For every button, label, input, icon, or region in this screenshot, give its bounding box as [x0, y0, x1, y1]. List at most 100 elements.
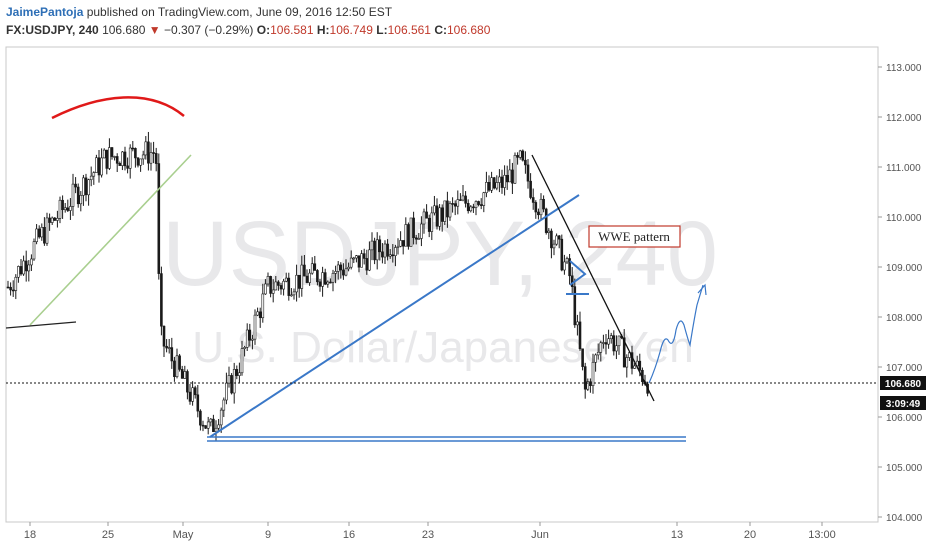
candle: [451, 197, 454, 213]
candle: [399, 231, 402, 248]
candle: [167, 338, 171, 354]
price-axis[interactable]: 113.000 112.000 111.000 110.000 109.000 108.0…: [878, 63, 923, 524]
candle: [599, 340, 603, 362]
candle: [157, 153, 161, 280]
candle: [108, 138, 111, 171]
candle: [76, 183, 80, 208]
candle: [560, 234, 564, 272]
candle: [570, 267, 574, 295]
candle: [152, 141, 155, 164]
candle: [430, 206, 434, 241]
candle: [61, 195, 64, 219]
change-value: −0.307 (−0.29%): [164, 23, 254, 37]
candle: [479, 198, 483, 210]
candle: [19, 259, 23, 276]
candle: [269, 275, 272, 298]
candle: [97, 149, 101, 183]
ticker-line: FX:USDJPY, 240 106.680 ▼ −0.307 (−0.29%)…: [6, 21, 490, 39]
time-tick-label: 23: [422, 529, 434, 541]
close-value: 106.680: [447, 23, 491, 37]
candle: [622, 329, 626, 368]
candle: [209, 417, 213, 427]
candle: [500, 169, 504, 194]
candle: [128, 144, 132, 179]
candle: [336, 261, 340, 280]
candle: [461, 185, 465, 202]
candle: [261, 283, 265, 323]
candle: [290, 288, 293, 297]
candle: [612, 330, 616, 356]
candle: [173, 356, 176, 382]
candle: [165, 339, 168, 353]
candle: [409, 217, 413, 247]
candle: [498, 169, 501, 193]
candle: [531, 188, 535, 210]
candle: [310, 257, 314, 275]
open-value: 106.581: [270, 23, 314, 37]
candle: [383, 240, 387, 264]
candle: [217, 418, 220, 432]
candle: [391, 244, 395, 263]
candle: [404, 217, 408, 247]
candle: [318, 278, 322, 292]
time-tick-label: May: [173, 529, 194, 541]
candle: [35, 224, 38, 245]
candle: [427, 214, 431, 238]
candle: [245, 323, 249, 351]
candle: [227, 366, 231, 388]
candle: [43, 217, 46, 246]
candle: [266, 272, 270, 287]
candle: [126, 157, 129, 174]
candle: [362, 248, 366, 265]
candle: [178, 353, 181, 372]
author-link[interactable]: JaimePantoja: [6, 5, 84, 19]
last-price-tag-text: 106.680: [885, 379, 922, 390]
publish-header: JaimePantoja published on TradingView.co…: [6, 3, 392, 21]
time-tick-label: 9: [265, 529, 271, 541]
time-axis[interactable]: 18 25 May 9 16 23 Jun 13 20 13:00: [24, 522, 836, 541]
candle: [368, 241, 371, 272]
candle: [550, 228, 553, 259]
candle: [82, 174, 85, 206]
candle: [258, 307, 262, 328]
candle: [607, 329, 610, 349]
candle: [284, 272, 288, 283]
candle: [292, 288, 296, 300]
candle: [295, 264, 298, 302]
time-tick-label: 25: [102, 529, 114, 541]
candle: [529, 173, 532, 200]
candle: [487, 175, 491, 192]
candle: [27, 260, 31, 282]
candle: [555, 233, 558, 246]
time-tick-label: Jun: [531, 529, 549, 541]
candle: [102, 148, 106, 159]
candle: [420, 216, 423, 247]
annotation-box[interactable]: [588, 225, 681, 248]
candle: [131, 140, 135, 152]
candle: [264, 279, 267, 295]
candle: [100, 148, 103, 178]
candle: [355, 254, 358, 263]
price-tick-label: 105.000: [886, 463, 923, 474]
candle: [84, 173, 88, 202]
candle: [303, 254, 306, 277]
candle: [141, 150, 145, 165]
candle: [342, 263, 345, 280]
candle: [602, 334, 605, 349]
candle: [37, 225, 41, 239]
candle: [92, 171, 96, 185]
candle: [134, 147, 137, 168]
candle: [552, 239, 556, 256]
candle: [53, 217, 57, 221]
candle: [412, 211, 415, 245]
candle: [586, 378, 590, 391]
candle: [24, 250, 28, 282]
candle: [591, 353, 595, 394]
time-tick-label: 13: [671, 529, 683, 541]
candle: [474, 200, 478, 216]
candle: [352, 256, 356, 264]
candle: [74, 177, 77, 194]
candle: [477, 200, 480, 207]
candle: [505, 165, 509, 190]
